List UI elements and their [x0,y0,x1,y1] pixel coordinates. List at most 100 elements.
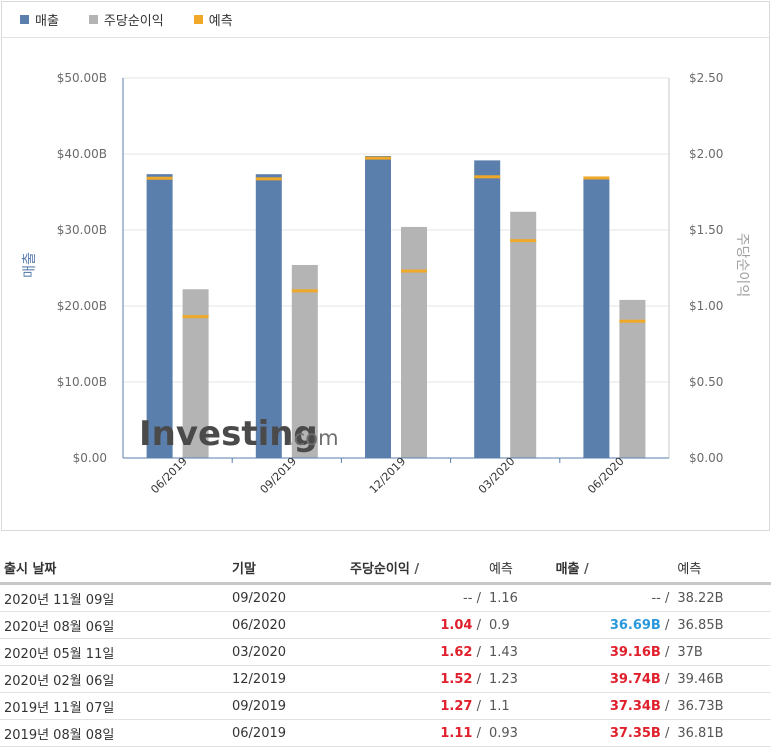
eps-forecast-marker[interactable] [291,289,318,293]
eps-forecast-cell: 1.23 [484,665,552,693]
y-left-tick-label: $40.00B [57,147,107,161]
investing-watermark: Investing .com [139,414,339,454]
eps-forecast-marker[interactable] [619,319,646,323]
y-left-tick-label: $30.00B [57,223,107,237]
eps-forecast-marker[interactable] [182,315,209,319]
eps-bar[interactable] [291,264,318,458]
header-revenue[interactable]: 매출 / [551,552,674,585]
revenue-forecast-marker[interactable] [583,176,610,180]
revenue-slash: / [664,644,670,660]
release-date-cell: 2020년 11월 09일 [0,583,228,612]
eps-actual: 1.27 [440,698,473,714]
period-cell: 09/2019 [228,692,346,720]
release-date-cell: 2020년 02월 06일 [0,665,228,693]
revenue-actual: -- [651,590,661,606]
revenue-bar[interactable] [474,160,501,458]
y-left-tick-label: $10.00B [57,375,107,389]
period-cell: 12/2019 [228,665,346,693]
legend-item-revenue[interactable]: 매출 [20,10,59,29]
table-row[interactable]: 2020년 11월 09일 09/2020 -- /1.16 -- /38.22B [0,583,771,612]
header-eps[interactable]: 주당순이익 / [346,552,485,585]
table-row[interactable]: 2020년 05월 11일 03/2020 1.62 /1.43 39.16B /37… [0,638,771,666]
legend-item-eps[interactable]: 주당순이익 [88,10,164,29]
revenue-forecast-cell: 36.85B [673,611,771,639]
release-date-cell: 2020년 05월 11일 [0,638,228,666]
period-cell: 06/2019 [228,719,346,747]
x-tick-label: 12/2019 [367,455,409,497]
eps-forecast-marker[interactable] [510,239,537,243]
y-right-tick-label: $2.00 [689,147,723,161]
header-release-date[interactable]: 출시 날짜 [0,552,228,585]
revenue-forecast-marker[interactable] [146,176,173,180]
y-left-tick-label: $0.00 [73,451,107,465]
chart-legend: 매출 주당순이익 예측 [2,2,769,38]
eps-bar[interactable] [401,226,427,458]
table-row[interactable]: 2020년 02월 06일 12/2019 1.52 /1.23 39.74B /39… [0,665,771,693]
x-tick-label: 09/2019 [258,455,300,497]
table-row[interactable]: 2019년 11월 07일 09/2019 1.27 /1.1 37.34B /36.… [0,692,771,720]
eps-actual: 1.04 [440,617,473,633]
eps-slash: / [476,725,481,741]
revenue-bar[interactable] [365,155,391,458]
y-left-tick-label: $20.00B [57,299,107,313]
eps-forecast-cell: 1.16 [484,583,552,612]
revenue-cell: 36.69B / [551,611,674,639]
y-right-tick-label: $2.50 [689,71,723,85]
revenue-slash: / [664,671,670,687]
revenue-actual: 36.69B [609,617,661,633]
x-tick-label: 03/2020 [476,455,518,497]
revenue-forecast-cell: 36.73B [673,692,771,720]
eps-cell: 1.27 / [346,692,485,720]
y-right-tick-label: $1.50 [689,223,723,237]
y-right-tick-label: $0.50 [689,375,723,389]
revenue-forecast-marker[interactable] [474,175,501,179]
table-row[interactable]: 2019년 08월 08일 06/2019 1.11 /0.93 37.35B /36… [0,719,771,747]
header-eps-forecast[interactable]: 예측 [484,552,552,585]
eps-bar[interactable] [619,299,646,458]
earnings-table: 출시 날짜 기말 주당순이익 / 예측 매출 / 예측 2020년 11월 09… [0,552,771,747]
header-eps-label: 주당순이익 [350,561,410,577]
legend-item-forecast[interactable]: 예측 [193,10,233,29]
period-cell: 06/2020 [228,611,346,639]
revenue-actual: 37.35B [609,725,661,741]
revenue-cell: -- / [551,583,674,612]
revenue-forecast-marker[interactable] [255,177,282,181]
period-cell: 09/2020 [228,583,346,612]
eps-actual: 1.11 [440,725,473,741]
revenue-bar[interactable] [146,174,173,458]
eps-cell: 1.52 / [346,665,485,693]
eps-forecast-cell: 0.9 [484,611,552,639]
eps-forecast-cell: 1.1 [484,692,552,720]
eps-bar[interactable] [510,211,537,458]
eps-actual: 1.62 [440,644,473,660]
eps-forecast-marker[interactable] [401,269,427,273]
release-date-cell: 2019년 08월 08일 [0,719,228,747]
y-right-tick-label: $1.00 [689,299,723,313]
header-revenue-label: 매출 [555,561,580,577]
revenue-actual: 39.74B [609,671,661,687]
revenue-slash: / [664,590,670,606]
eps-cell: 1.04 / [346,611,485,639]
y-left-tick-label: $50.00B [57,71,107,85]
revenue-forecast-cell: 38.22B [673,583,771,612]
revenue-slash: / [664,617,670,633]
eps-cell: -- / [346,583,485,612]
revenue-swatch-icon [20,15,29,24]
table-header-row: 출시 날짜 기말 주당순이익 / 예측 매출 / 예측 [0,552,771,585]
eps-forecast-cell: 0.93 [484,719,552,747]
eps-slash: / [476,671,481,687]
revenue-bar[interactable] [255,174,282,458]
header-revenue-forecast[interactable]: 예측 [673,552,771,585]
revenue-forecast-cell: 37B [673,638,771,666]
eps-slash: / [476,617,481,633]
legend-label-eps: 주당순이익 [103,14,164,29]
table-row[interactable]: 2020년 08월 06일 06/2020 1.04 /0.9 36.69B /36.… [0,611,771,639]
revenue-forecast-cell: 36.81B [673,719,771,747]
revenue-slash: / [664,725,670,741]
revenue-forecast-marker[interactable] [365,156,391,160]
header-period[interactable]: 기말 [228,552,346,585]
period-cell: 03/2020 [228,638,346,666]
revenue-bar[interactable] [583,179,610,458]
revenue-cell: 37.34B / [551,692,674,720]
revenue-slash: / [664,698,670,714]
